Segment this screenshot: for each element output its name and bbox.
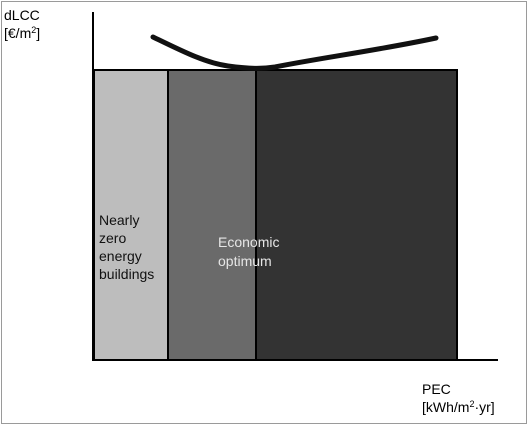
x-axis-label-name: PEC — [422, 381, 451, 397]
region-nzeb — [93, 69, 169, 361]
x-axis-label-unit: [kWh/m2·yr] — [422, 399, 495, 415]
y-axis-label-name: dLCC — [4, 7, 40, 23]
region-right — [255, 69, 458, 361]
y-axis-label-unit: [€/m2] — [4, 25, 41, 41]
optimum-label: Economic optimum — [218, 234, 283, 269]
y-axis-label: dLCC [€/m2] — [4, 6, 40, 42]
x-axis-label: PEC [kWh/m2·yr] — [422, 380, 495, 416]
nzeb-label: Nearly zero energy buildings — [99, 212, 154, 282]
region-middle — [167, 69, 257, 361]
cost-curve — [150, 34, 439, 71]
